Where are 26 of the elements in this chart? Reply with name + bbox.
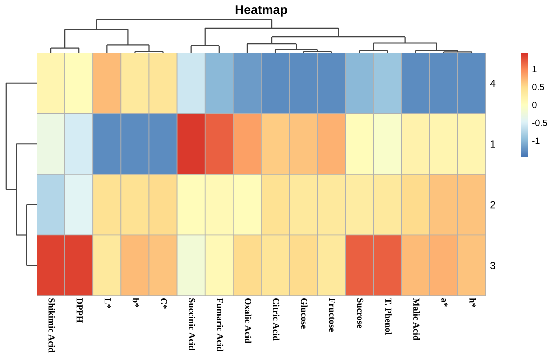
x-tick-label: Citric Acid: [273, 298, 280, 342]
x-tick-label: Shikimic Acid: [48, 298, 56, 353]
x-tick-label: Oxalic Acid: [245, 298, 252, 344]
color-bar-label: -0.5: [532, 120, 548, 126]
x-tick-label: Succinic Acid: [189, 298, 196, 351]
chart-title: Heatmap: [236, 6, 288, 17]
y-tick-label: 4: [490, 80, 496, 88]
x-tick-label: L*: [104, 298, 111, 308]
x-tick-label: Glucose: [301, 298, 308, 329]
x-tick-label: a*: [442, 298, 448, 307]
color-bar-label: 0: [532, 102, 537, 108]
color-bar-label: 1: [532, 66, 537, 72]
color-bar-label: -1: [532, 138, 540, 144]
x-tick-label: DPPH: [76, 298, 83, 323]
x-tick-label: Fructose: [329, 298, 336, 332]
x-tick-label: Fumaric Acid: [217, 298, 224, 352]
x-tick-label: T. Phenol: [385, 298, 392, 335]
y-tick-label: 2: [490, 201, 496, 209]
x-tick-label: Malic Acid: [414, 298, 420, 340]
x-tick-label: b*: [132, 298, 140, 308]
y-tick-label: 3: [490, 262, 496, 270]
y-tick-label: 1: [490, 140, 496, 148]
x-tick-label: C*: [160, 298, 168, 309]
color-bar-label: 0.5: [532, 84, 544, 90]
x-tick-label: h*: [470, 298, 476, 308]
x-tick-label: Sucrose: [357, 298, 364, 328]
